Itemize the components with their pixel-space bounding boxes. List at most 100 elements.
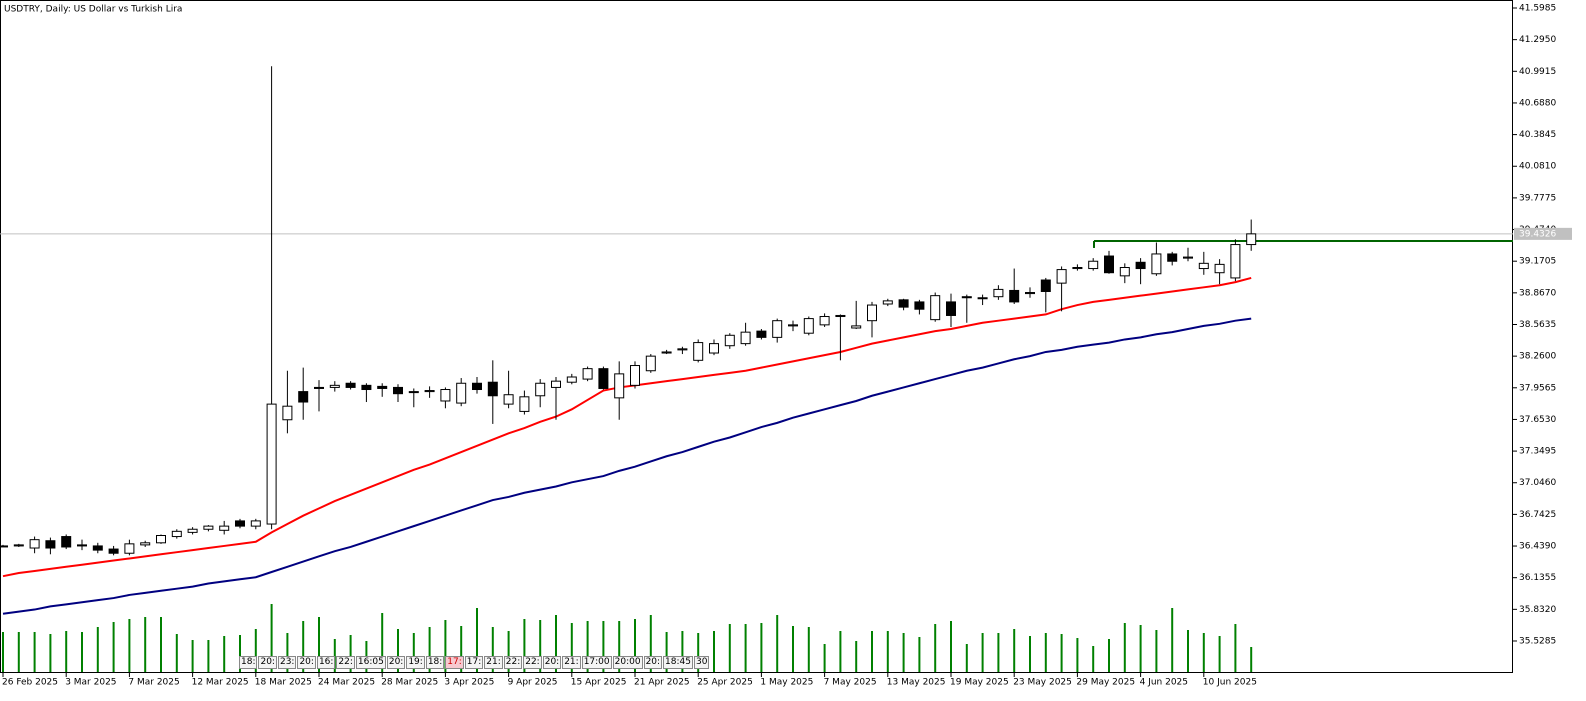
x-tick-label: 23 May 2025 [1013,678,1072,688]
candle-body [472,382,482,391]
x-tick-label: 10 Jun 2025 [1203,678,1257,688]
y-tick-label: 37.9565 [1519,383,1556,393]
candle-body [977,297,988,300]
candle-body [203,525,214,530]
candle-body [1135,261,1146,270]
candle-body [630,365,640,386]
y-tick-label: 36.4390 [1519,542,1556,552]
y-tick-label: 37.3495 [1519,447,1556,457]
candle-body [487,381,498,397]
plot-frame [0,0,1513,673]
y-tick-label: 39.1705 [1519,257,1556,267]
candle-body [1167,253,1178,262]
candle-body [361,384,372,391]
last-price-box [1514,227,1572,240]
candle-body [140,542,151,546]
candle-body [13,544,24,547]
moving-average [2,276,1252,578]
x-tick-label: 28 Mar 2025 [381,678,438,688]
x-tick-label: 12 Mar 2025 [192,678,249,688]
candle-body [756,330,767,338]
overlay-label: 17: [464,656,484,669]
y-tick-label: 41.2950 [1519,35,1556,45]
candle-body [1183,256,1193,259]
y-tick-label: 38.8670 [1519,288,1556,298]
candle-body [29,539,40,549]
candle-body [772,320,783,338]
x-tick-label: 18 Mar 2025 [255,678,312,688]
candle-body [1025,292,1035,295]
candle-body [1088,260,1099,270]
candle-body [187,528,198,533]
overlay-label: 18: [425,656,445,669]
candle-body [993,288,1004,298]
y-tick-label: 37.0460 [1519,478,1556,488]
x-tick-label: 26 Feb 2025 [2,678,58,688]
candle-body [535,382,546,397]
last-price-label: 39.4326 [1519,229,1556,239]
candle-body [314,386,324,389]
y-tick-label: 37.6530 [1519,415,1556,425]
candle-body [456,382,467,404]
candle-body [835,314,846,318]
overlay-label: 30 [693,656,710,669]
y-tick-label: 41.5985 [1519,3,1556,13]
overlay-label: 16: [316,656,336,669]
overlay-label: 18:45 [663,656,693,669]
candle-body [1056,269,1067,284]
overlay-label: 20: [297,656,316,669]
candle-body [677,348,688,351]
candle-body [519,396,530,412]
x-tick-label: 25 Apr 2025 [697,678,753,688]
candle-body [598,368,609,389]
y-tick-label: 40.6880 [1519,98,1556,108]
candle-body [77,544,87,547]
candle-body [329,384,340,388]
candle-body [0,545,8,548]
x-tick-label: 7 May 2025 [824,678,877,688]
overlay-label: 17: [445,656,464,669]
x-tick-label: 13 May 2025 [887,678,946,688]
candle-body [566,376,577,383]
candle-body [1230,244,1241,279]
candle-body [819,316,830,326]
candle-body [1009,289,1020,303]
y-tick-label: 35.5285 [1519,636,1556,646]
y-tick-label: 36.1355 [1519,573,1556,583]
candle-body [851,325,862,329]
overlay-label: 20:00 [612,656,643,669]
candle-body [1214,263,1225,274]
x-tick-label: 4 Jun 2025 [1140,678,1188,688]
candle-body [219,525,230,531]
candle-body [645,355,656,372]
x-tick-label: 15 Apr 2025 [571,678,627,688]
candle-body [171,530,182,538]
overlay-label: 18: [239,656,258,669]
candle-body [614,373,625,399]
candle-body [930,295,941,321]
candle-body [61,536,72,548]
candle-body [661,351,672,354]
candle-body [108,548,119,554]
candle-body [1119,267,1130,277]
candle-body [92,545,103,551]
overlay-label: 22: [503,656,523,669]
candle-body [961,296,972,299]
candle-body [377,385,388,389]
y-tick-label: 38.5635 [1519,320,1556,330]
overlay-label: 19: [406,656,425,669]
y-tick-label: 40.3845 [1519,130,1556,140]
candle-body [345,382,356,388]
overlay-label: 16:05 [355,656,386,669]
x-tick-label: 29 May 2025 [1076,678,1135,688]
candle-body [45,540,56,549]
y-tick-label: 40.9915 [1519,67,1556,77]
candle-body [156,535,166,544]
x-tick-label: 3 Apr 2025 [444,678,494,688]
overlay-label: 22: [523,656,542,669]
overlay-label: 20: [386,656,406,669]
candle-body [724,334,735,347]
y-tick-label: 38.2600 [1519,352,1556,362]
overlay-label: 20: [643,656,663,669]
